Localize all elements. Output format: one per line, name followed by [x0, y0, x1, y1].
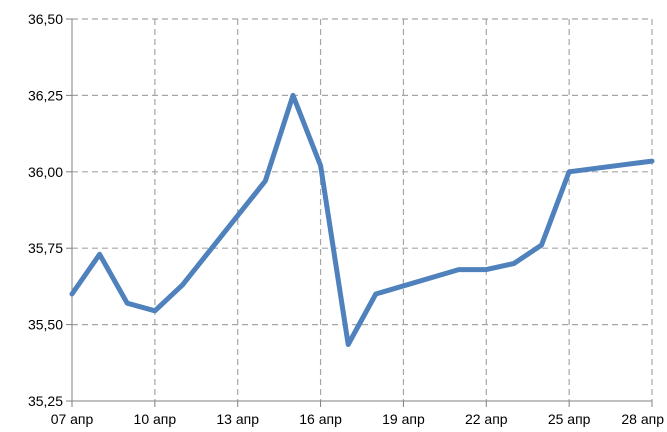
x-tick-label: 07 апр [51, 411, 94, 427]
y-tick-label: 36,50 [28, 11, 63, 27]
x-tick-label: 13 апр [216, 411, 259, 427]
chart-axes [66, 18, 653, 407]
chart-series [69, 92, 655, 347]
x-tick-label: 19 апр [382, 411, 425, 427]
chart-grid [72, 18, 653, 401]
x-tick-label: 10 апр [134, 411, 177, 427]
x-tick-label: 22 апр [465, 411, 508, 427]
y-tick-label: 36,00 [28, 164, 63, 180]
y-tick-label: 36,25 [28, 87, 63, 103]
x-tick-label: 25 апр [548, 411, 591, 427]
y-axis-tick-labels: 35,25 35,50 35,75 36,00 36,25 36,50 [28, 11, 63, 409]
series-line [69, 92, 655, 347]
y-tick-label: 35,75 [28, 240, 63, 256]
y-tick-label: 35,50 [28, 317, 63, 333]
x-tick-label: 16 апр [299, 411, 342, 427]
x-tick-label: 28 апр [621, 411, 664, 427]
y-tick-label: 35,25 [28, 393, 63, 409]
x-axis-tick-labels: 07 апр 10 апр 13 апр 16 апр 19 апр 22 апр 25 а… [51, 411, 665, 427]
